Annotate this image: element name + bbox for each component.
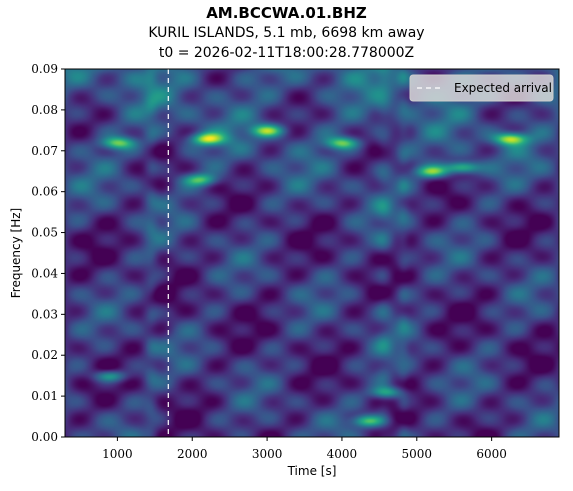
y-tick-label: 0.05 <box>31 226 58 240</box>
y-tick-label: 0.02 <box>31 348 58 362</box>
legend-box <box>409 74 554 102</box>
legend-label: Expected arrival <box>454 81 552 95</box>
x-tick-label: 2000 <box>177 447 208 461</box>
x-tick-label: 6000 <box>476 447 507 461</box>
y-axis-label: Frequency [Hz] <box>9 208 23 299</box>
plot-frame <box>64 68 560 438</box>
y-tick-label: 0.07 <box>31 144 58 158</box>
y-tick-label: 0.06 <box>31 185 58 199</box>
x-tick-label: 3000 <box>252 447 283 461</box>
y-tick-label: 0.01 <box>31 389 58 403</box>
legend: Expected arrival <box>409 74 554 102</box>
y-tick-label: 0.04 <box>31 266 58 280</box>
y-tick-label: 0.09 <box>31 62 58 76</box>
x-tick-label: 4000 <box>327 447 358 461</box>
y-tick-label: 0.00 <box>31 430 58 444</box>
x-tick-label: 5000 <box>402 447 433 461</box>
y-axis: 0.00 0.01 0.02 0.03 0.04 0.05 0.06 0.07 0.08 0.09 <box>31 62 65 444</box>
chart-subtitle-origin: t0 = 2026-02-11T18:00:28.778000Z <box>158 45 415 61</box>
x-axis: 1000 2000 3000 4000 5000 6000 <box>102 437 507 461</box>
x-axis-label: Time [s] <box>287 464 337 478</box>
chart-title: AM.BCCWA.01.BHZ <box>206 4 367 22</box>
spectrogram-heatmap <box>65 69 559 437</box>
y-tick-label: 0.03 <box>31 307 58 321</box>
chart-subtitle-event: KURIL ISLANDS, 5.1 mb, 6698 km away <box>148 25 425 41</box>
x-tick-label: 1000 <box>102 447 133 461</box>
y-tick-label: 0.08 <box>31 103 58 117</box>
